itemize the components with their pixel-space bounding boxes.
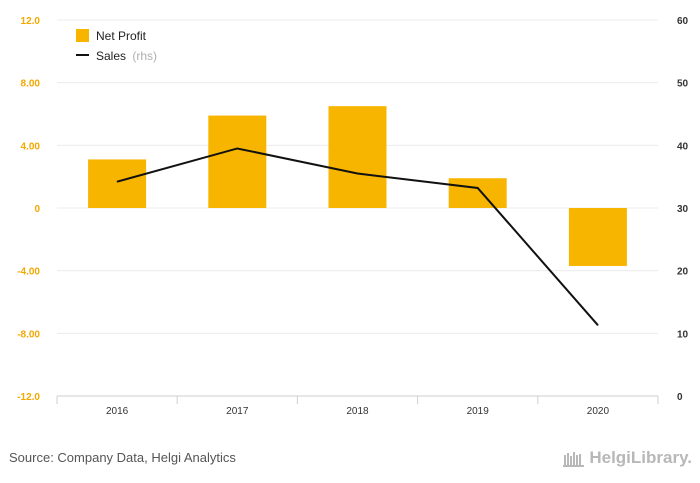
- y-left-tick-label: 8.00: [21, 79, 41, 90]
- y-right-tick-label: 20: [677, 267, 689, 278]
- bar-net-profit-2018: [328, 106, 387, 208]
- axes: 12.0 8.00 4.00 0 -4.00 -8.00 -12.0 60 50 40 30 20 10…: [17, 16, 688, 417]
- source-note: Source: Company Data, Helgi Analytics: [9, 450, 236, 465]
- y-left-tick-label: 0: [34, 204, 40, 215]
- y-left-tick-label: -8.00: [17, 329, 40, 340]
- bar-net-profit-2019: [448, 178, 507, 208]
- y-right-tick-label: 60: [677, 16, 689, 27]
- legend: Net Profit Sales (rhs): [76, 29, 157, 63]
- x-tick-label: 2016: [106, 406, 129, 417]
- y-right-tick-label: 0: [677, 392, 683, 403]
- sales-point-2019: [477, 187, 479, 189]
- brand-logo: HelgiLibrary.: [563, 448, 692, 468]
- legend-label-sales: Sales (rhs): [96, 49, 157, 63]
- bar-net-profit-2017: [208, 115, 267, 208]
- net-profit-bars: [88, 106, 627, 266]
- y-left-tick-label: -12.0: [17, 392, 40, 403]
- x-tick-label: 2017: [226, 406, 249, 417]
- sales-point-2016: [116, 181, 118, 183]
- y-left-tick-label: 4.00: [21, 141, 41, 152]
- x-tick-label: 2019: [467, 406, 490, 417]
- x-tick-label: 2020: [587, 406, 610, 417]
- y-left-tick-label: 12.0: [21, 16, 41, 27]
- legend-label-net-profit: Net Profit: [96, 29, 147, 43]
- bar-net-profit-2020: [568, 208, 627, 266]
- legend-label-sales-suffix: (rhs): [132, 49, 157, 63]
- brand-name: HelgiLibrary.: [589, 448, 692, 467]
- sales-point-2020: [597, 324, 599, 326]
- x-tick-label: 2018: [346, 406, 369, 417]
- y-right-tick-label: 10: [677, 329, 689, 340]
- y-right-tick-label: 50: [677, 79, 689, 90]
- y-left-tick-label: -4.00: [17, 267, 40, 278]
- y-right-tick-label: 30: [677, 204, 689, 215]
- y-right-tick-label: 40: [677, 141, 689, 152]
- bar-net-profit-2016: [88, 159, 147, 208]
- legend-swatch-net-profit: [76, 29, 89, 42]
- sales-line: [116, 147, 599, 326]
- sales-point-2017: [236, 147, 238, 149]
- sales-point-2018: [357, 173, 358, 175]
- library-icon: [563, 452, 585, 467]
